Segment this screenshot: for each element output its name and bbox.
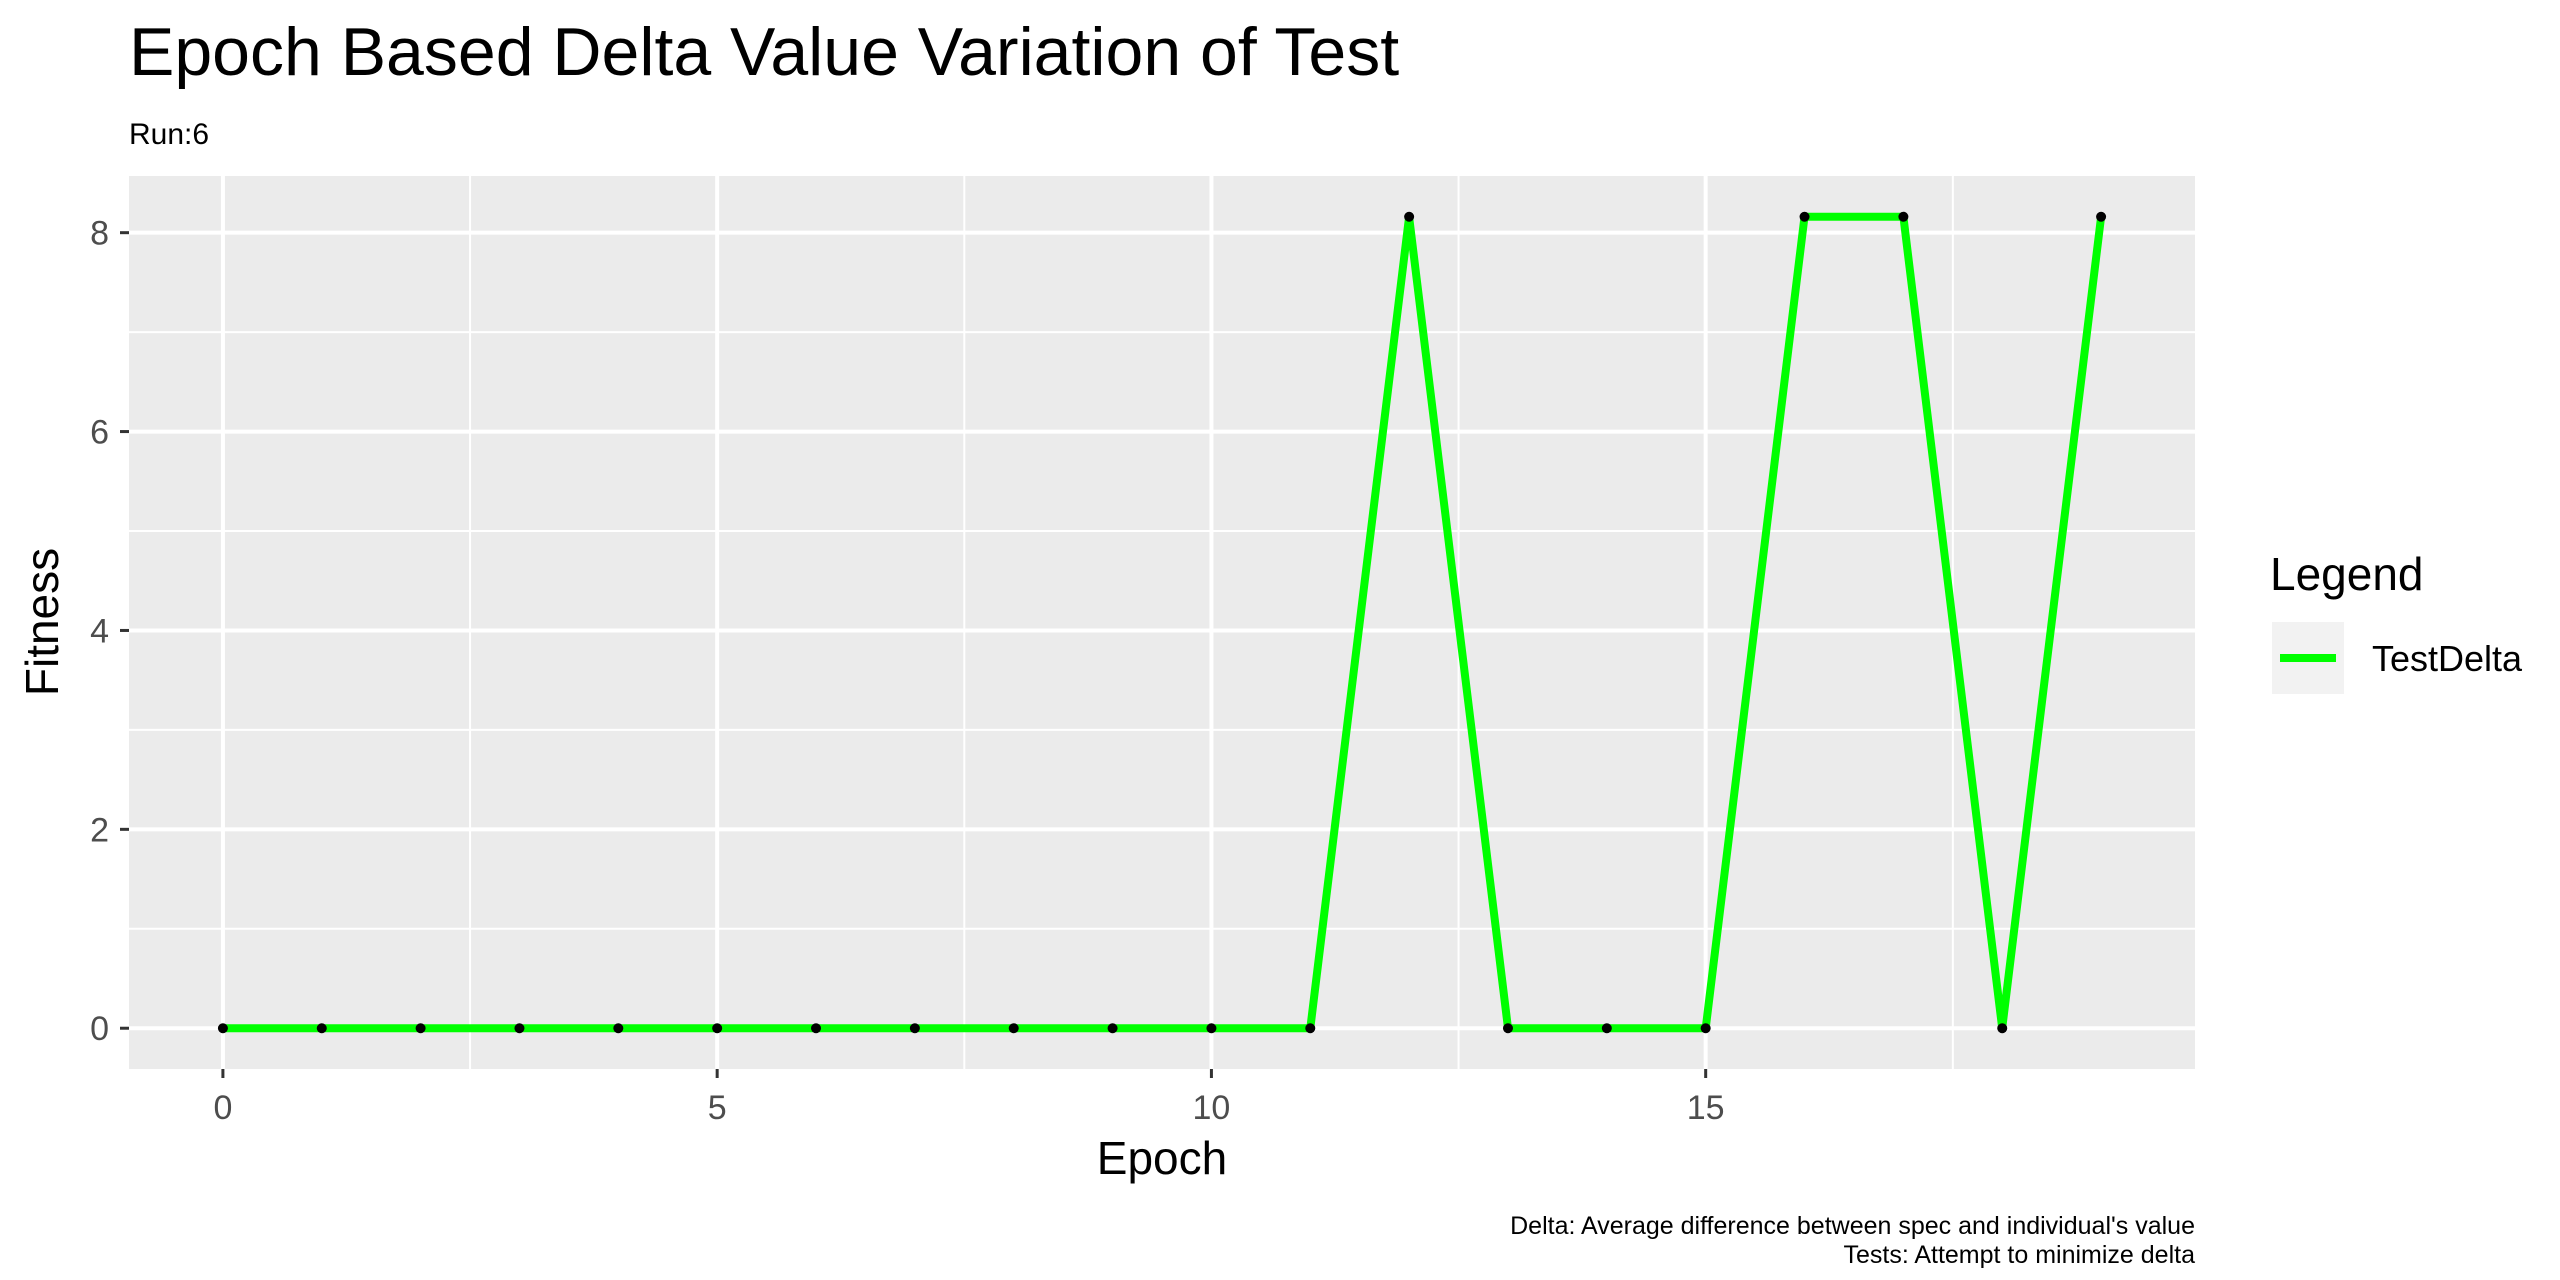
data-point: [2096, 211, 2107, 222]
x-tick-label: 10: [1193, 1089, 1231, 1127]
data-point: [1107, 1023, 1118, 1034]
plot-panel: [129, 176, 2195, 1069]
data-point: [1898, 211, 1909, 222]
data-point: [316, 1023, 327, 1034]
caption-line-1: Delta: Average difference between spec a…: [1510, 1212, 2195, 1240]
x-axis-title: Epoch: [1097, 1132, 1227, 1184]
legend-title: Legend: [2270, 548, 2424, 600]
data-point: [217, 1023, 228, 1034]
series-line-testdelta: [222, 212, 2106, 1033]
x-tick-label: 5: [708, 1089, 727, 1127]
data-point: [1502, 1023, 1513, 1034]
y-tick-label: 2: [90, 811, 109, 849]
data-point: [1404, 211, 1415, 222]
data-point: [1008, 1023, 1019, 1034]
y-tick-label: 0: [90, 1010, 109, 1048]
x-tick-label: 0: [213, 1089, 232, 1127]
data-point: [1305, 1023, 1316, 1034]
data-point: [1997, 1023, 2008, 1034]
axes: 0 5 10 15 0 2 4 6 8: [90, 215, 1725, 1127]
data-point: [1700, 1023, 1711, 1034]
chart-subtitle: Run:6: [129, 118, 209, 151]
data-point: [514, 1023, 525, 1034]
data-points: [217, 211, 2107, 1034]
data-point: [811, 1023, 822, 1034]
series-layer: [222, 212, 2106, 1033]
data-point: [1799, 211, 1810, 222]
y-axis-title: Fitness: [16, 548, 68, 696]
data-point: [613, 1023, 624, 1034]
y-tick-label: 8: [90, 215, 109, 253]
legend-label-testdelta: TestDelta: [2372, 638, 2523, 679]
data-point: [415, 1023, 426, 1034]
x-tick-label: 15: [1687, 1089, 1725, 1127]
y-tick-label: 4: [90, 612, 109, 650]
y-tick-label: 6: [90, 414, 109, 452]
chart-title: Epoch Based Delta Value Variation of Tes…: [129, 14, 1399, 90]
legend: Legend TestDelta: [2270, 548, 2523, 694]
caption-line-2: Tests: Attempt to minimize delta: [1843, 1241, 2195, 1269]
data-point: [712, 1023, 723, 1034]
data-point: [909, 1023, 920, 1034]
grid-lines: [129, 176, 2195, 1069]
data-point: [1601, 1023, 1612, 1034]
data-point: [1206, 1023, 1217, 1034]
